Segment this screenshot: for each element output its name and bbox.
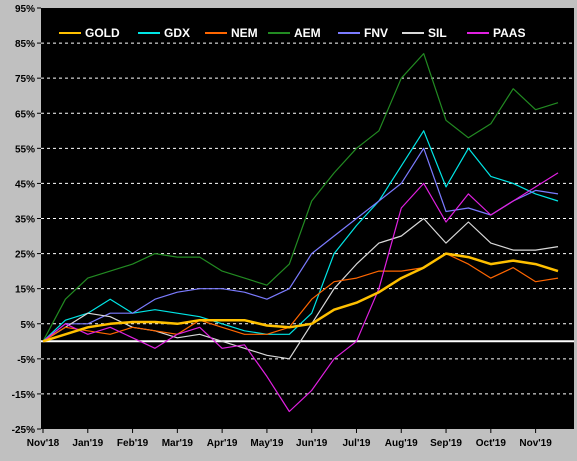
series-line-gdx	[42, 130, 559, 342]
x-axis-ticks: Nov'18 Jan'19 Feb'19 Mar'19 Apr'19 May'19 Jun'…	[27, 429, 552, 449]
x-tick-label: Jan'19	[72, 438, 103, 449]
y-tick-label: 15%	[15, 285, 35, 296]
y-tick-label: 45%	[15, 179, 35, 190]
legend-label-nem: NEM	[231, 26, 258, 40]
series-line-paas	[42, 172, 559, 413]
x-tick-label: May'19	[250, 438, 283, 449]
y-tick-label: 25%	[15, 250, 35, 261]
y-tick-label: 65%	[15, 109, 35, 120]
series-line-fnv	[42, 147, 559, 342]
series-line-sil	[42, 217, 559, 360]
y-axis-ticks: 95% 85% 75% 65% 55% 45% 35% 25% 15% 5% -5% -15% -25%	[12, 4, 41, 436]
y-tick-label: 5%	[21, 320, 36, 331]
x-tick-label: Nov'19	[519, 438, 552, 449]
x-tick-label: Nov'18	[27, 438, 60, 449]
series-line-gold	[42, 252, 559, 343]
x-tick-label: Feb'19	[117, 438, 149, 449]
y-tick-label: 95%	[15, 4, 35, 15]
legend: GOLD GDX NEM AEM FNV SIL PAAS	[59, 26, 525, 40]
x-tick-label: Jul'19	[343, 438, 371, 449]
legend-label-gdx: GDX	[164, 26, 190, 40]
series-lines	[42, 52, 559, 413]
series-line-aem	[42, 52, 559, 342]
legend-label-paas: PAAS	[493, 26, 525, 40]
y-tick-label: -5%	[17, 355, 35, 366]
legend-label-fnv: FNV	[364, 26, 388, 40]
legend-label-aem: AEM	[294, 26, 321, 40]
y-tick-label: -25%	[12, 425, 35, 436]
x-tick-label: Oct'19	[476, 438, 507, 449]
x-tick-label: Mar'19	[162, 438, 194, 449]
y-tick-label: 75%	[15, 74, 35, 85]
x-tick-label: Apr'19	[207, 438, 238, 449]
y-tick-label: 55%	[15, 144, 35, 155]
x-tick-label: Sep'19	[430, 438, 462, 449]
legend-label-gold: GOLD	[85, 26, 120, 40]
x-tick-label: Jun'19	[296, 438, 328, 449]
y-tick-label: -15%	[12, 390, 35, 401]
y-tick-label: 85%	[15, 39, 35, 50]
series-line-nem	[42, 253, 559, 342]
x-tick-label: Aug'19	[385, 438, 418, 449]
legend-label-sil: SIL	[428, 26, 447, 40]
y-tick-label: 35%	[15, 215, 35, 226]
